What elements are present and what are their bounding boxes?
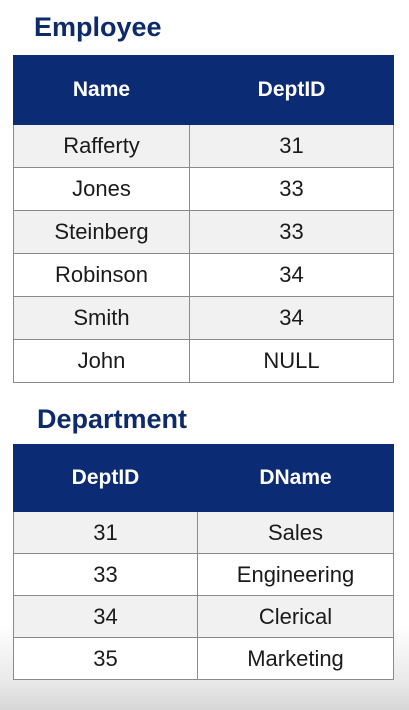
employee-deptid-cell: 33 [189, 210, 394, 254]
employee-name-cell: Robinson [13, 253, 190, 297]
department-table: DeptID DName 31 Sales 33 Engineering 34 … [13, 444, 394, 680]
department-dname-cell: Marketing [197, 637, 394, 680]
employee-deptid-cell: 34 [189, 253, 394, 297]
employee-header-row: Name DeptID [13, 55, 394, 125]
employee-row: Rafferty 31 [13, 124, 394, 168]
employee-deptid-cell: NULL [189, 339, 394, 383]
employee-row: Jones 33 [13, 167, 394, 211]
department-row: 31 Sales [13, 511, 394, 554]
employee-deptid-cell: 33 [189, 167, 394, 211]
department-dname-cell: Sales [197, 511, 394, 554]
employee-name-cell: Steinberg [13, 210, 190, 254]
department-deptid-cell: 31 [13, 511, 198, 554]
employee-name-cell: Smith [13, 296, 190, 340]
employee-table-title: Employee [34, 12, 162, 42]
employee-row: Smith 34 [13, 296, 394, 340]
department-row: 34 Clerical [13, 595, 394, 638]
employee-header-deptid: DeptID [189, 55, 394, 125]
department-deptid-cell: 34 [13, 595, 198, 638]
department-header-dname: DName [197, 444, 394, 512]
employee-deptid-cell: 31 [189, 124, 394, 168]
employee-header-name: Name [13, 55, 190, 125]
employee-name-cell: Rafferty [13, 124, 190, 168]
employee-name-cell: John [13, 339, 190, 383]
department-deptid-cell: 33 [13, 553, 198, 596]
employee-name-cell: Jones [13, 167, 190, 211]
department-header-deptid: DeptID [13, 444, 198, 512]
department-row: 35 Marketing [13, 637, 394, 680]
employee-deptid-cell: 34 [189, 296, 394, 340]
employee-row: Steinberg 33 [13, 210, 394, 254]
department-dname-cell: Engineering [197, 553, 394, 596]
department-deptid-cell: 35 [13, 637, 198, 680]
department-table-title: Department [37, 404, 188, 434]
department-row: 33 Engineering [13, 553, 394, 596]
employee-row: Robinson 34 [13, 253, 394, 297]
employee-row: John NULL [13, 339, 394, 383]
department-header-row: DeptID DName [13, 444, 394, 512]
employee-table: Name DeptID Rafferty 31 Jones 33 Steinbe… [13, 55, 394, 383]
department-dname-cell: Clerical [197, 595, 394, 638]
